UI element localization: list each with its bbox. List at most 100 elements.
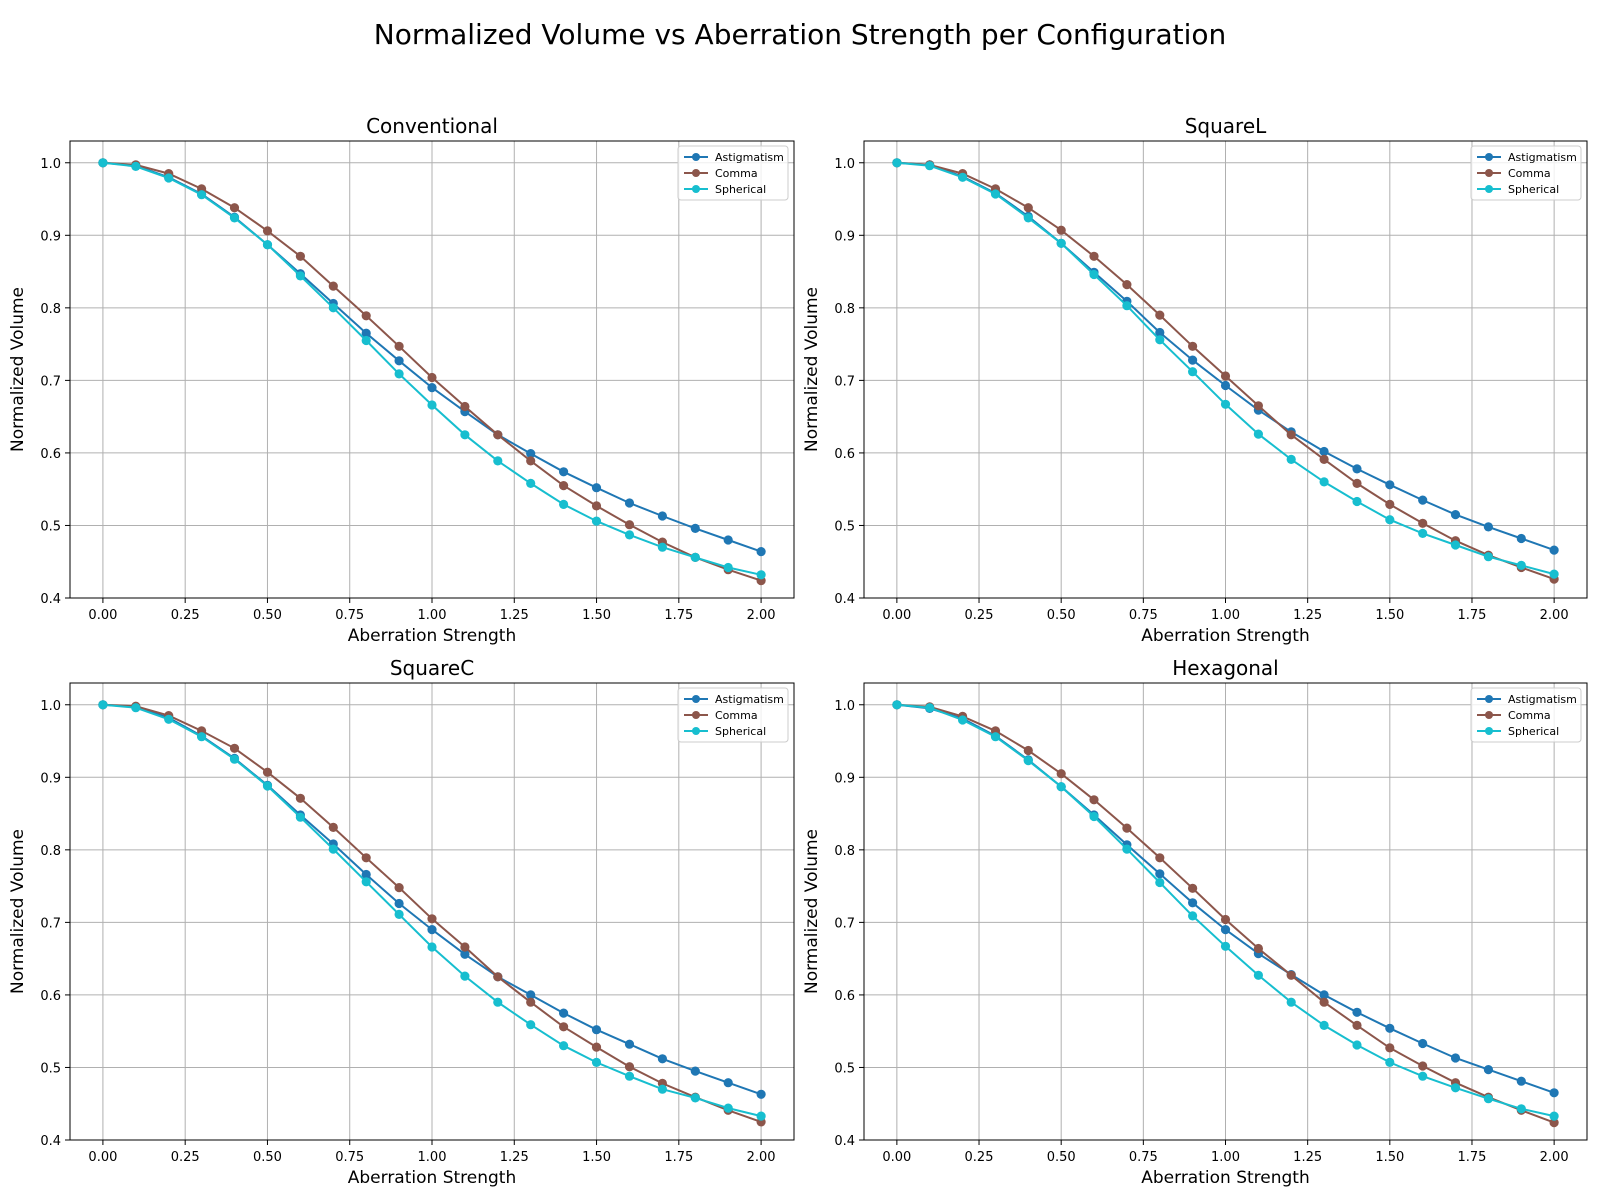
data-point-spherical [624,530,635,540]
data-point-comma [1385,1043,1395,1053]
data-point-comma [1253,401,1263,411]
legend-box [1470,145,1582,201]
legend-label: Spherical [1508,725,1559,738]
panel-hexagonal: 0.00 0.25 0.50 0.75 1.00 1.25 1.50 1.75 2.00 0.4 0… [802,656,1588,1188]
x-tick-label: 0.25 [171,1150,200,1165]
data-point-spherical [657,1084,668,1094]
y-tick-label: 0.5 [40,1061,61,1076]
data-point-spherical [1549,569,1559,579]
data-point-comma [1023,203,1033,213]
data-point-astigmatism [1516,1076,1526,1086]
data-point-spherical [591,1057,602,1067]
data-point-astigmatism [591,483,602,493]
legend-marker [692,169,700,177]
data-point-comma [1188,341,1198,351]
x-tick-label: 1.50 [582,1150,611,1165]
data-point-spherical [1023,756,1033,766]
data-point-spherical [624,1071,635,1081]
legend-marker [692,153,700,161]
data-point-astigmatism [1418,1038,1428,1049]
data-point-spherical [1056,782,1066,792]
data-point-comma [1286,430,1296,440]
data-point-astigmatism [690,523,700,534]
x-tick-label: 1.25 [1293,608,1322,623]
data-point-spherical [197,732,207,742]
panel-title: SquareL [1185,114,1267,138]
x-tick-label: 1.00 [418,608,447,623]
y-tick-label: 0.4 [40,592,61,607]
data-point-comma [624,520,635,530]
data-point-spherical [197,190,207,200]
data-point-spherical [1483,552,1493,562]
data-point-spherical [164,173,174,183]
x-tick-label: 0.00 [88,608,117,623]
legend-label: Comma [1508,167,1551,180]
x-tick-label: 1.75 [664,608,693,623]
x-tick-label: 1.00 [1211,1150,1240,1165]
data-point-spherical [526,478,536,488]
data-point-spherical [1483,1094,1493,1104]
panel-title: SquareC [390,656,474,680]
data-point-astigmatism [1483,1065,1493,1075]
legend-box [677,145,789,201]
data-point-comma [493,430,503,440]
legend-box [677,687,789,743]
data-point-spherical [361,335,371,346]
y-tick-label: 0.4 [834,1134,855,1149]
data-point-comma [1319,997,1329,1007]
panel-squarec: 0.00 0.25 0.50 0.75 1.00 1.25 1.50 1.75 2.00 0.4 0… [8,656,795,1188]
data-point-astigmatism [1418,495,1428,505]
data-point-comma [1089,795,1099,805]
legend-box [1470,687,1582,743]
data-point-spherical [1516,560,1526,571]
data-point-spherical [98,158,108,168]
data-point-spherical [1516,1104,1526,1114]
y-tick-label: 0.4 [834,592,855,607]
data-point-astigmatism [1450,1053,1461,1063]
legend-marker [692,185,700,193]
data-point-comma [262,226,273,236]
data-point-comma [526,997,536,1007]
data-point-astigmatism [657,511,668,521]
data-point-comma [1352,478,1362,488]
data-point-comma [1385,499,1395,509]
data-point-comma [1155,853,1165,863]
data-point-astigmatism [1549,1088,1559,1098]
data-point-spherical [493,456,503,466]
x-tick-label: 0.00 [882,1150,911,1165]
data-point-spherical [229,213,240,223]
data-point-spherical [131,703,141,713]
data-point-comma [295,793,305,803]
data-point-spherical [1188,911,1198,921]
data-point-spherical [591,516,602,526]
data-point-comma [1188,883,1198,893]
data-point-comma [229,743,240,753]
data-point-spherical [756,570,766,580]
data-point-astigmatism [1352,464,1362,474]
data-point-astigmatism [1549,545,1559,555]
legend-marker [1485,153,1493,161]
data-point-comma [624,1062,635,1072]
data-point-astigmatism [690,1066,700,1076]
data-point-spherical [394,369,404,379]
data-point-comma [1056,225,1066,235]
data-point-spherical [164,714,174,724]
data-point-spherical [229,754,240,764]
data-point-astigmatism [427,383,437,393]
x-axis-label: Aberration Strength [348,1168,516,1188]
legend-label: Comma [715,167,758,180]
data-point-spherical [892,700,902,710]
data-point-spherical [892,158,902,168]
data-point-comma [559,1022,569,1032]
x-tick-label: 2.00 [1540,1150,1569,1165]
data-point-spherical [559,1041,569,1051]
data-point-astigmatism [361,328,371,338]
data-point-astigmatism [1220,925,1231,935]
y-tick-label: 0.7 [834,374,855,389]
data-point-spherical [990,732,1001,742]
data-point-astigmatism [559,1008,569,1018]
legend-marker [1485,169,1493,177]
data-point-comma [1319,454,1329,464]
y-tick-label: 0.9 [40,771,61,786]
data-point-astigmatism [1385,1023,1395,1033]
